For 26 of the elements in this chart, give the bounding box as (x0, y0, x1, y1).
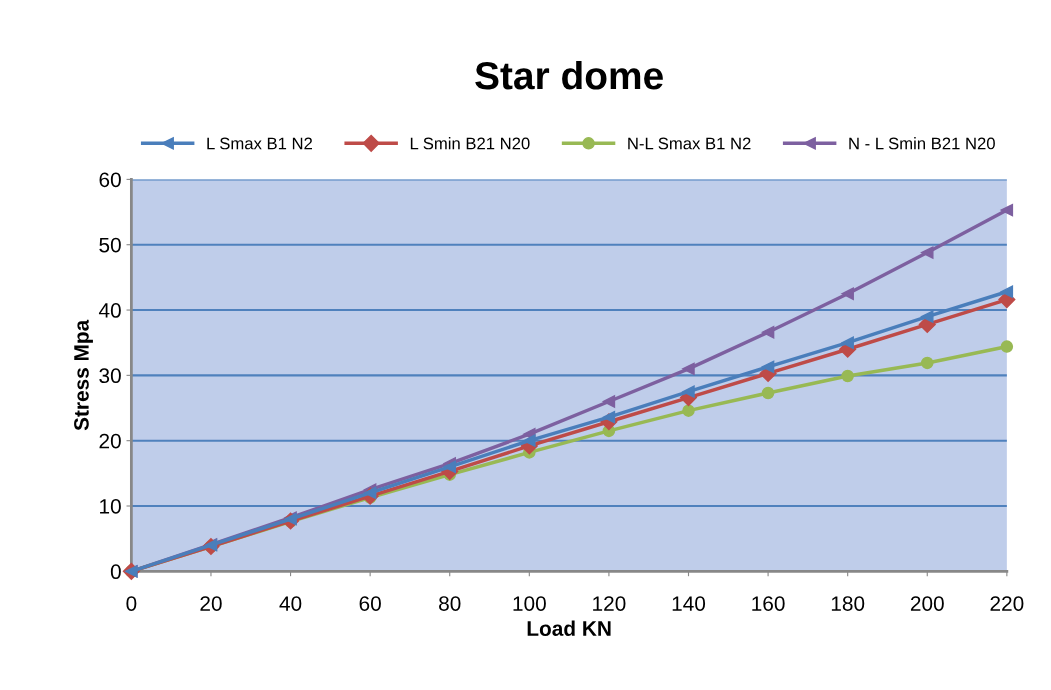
legend-label: N-L Smax B1 N2 (628, 137, 751, 150)
legend-label: L Smax B1 N2 (207, 137, 312, 150)
y-tick-label: 50 (99, 237, 121, 253)
legend-label: N - L Smin B21 N20 (849, 137, 995, 150)
y-tick-label: 20 (99, 433, 121, 449)
x-axis-title: Load KN (527, 620, 611, 636)
x-tick-label: 100 (513, 596, 546, 611)
x-tick-label: 200 (910, 596, 944, 611)
x-tick-label: 160 (752, 596, 785, 611)
y-tick-label: 0 (110, 564, 121, 580)
y-tick-label: 10 (100, 499, 121, 514)
x-tick-label: 80 (439, 596, 461, 611)
x-tick-label: 180 (831, 596, 865, 611)
x-tick-label: 40 (279, 596, 302, 611)
legend-label: L Smin B21 N20 (410, 137, 530, 150)
x-tick-label: 20 (200, 596, 222, 611)
x-tick-label: 220 (990, 596, 1024, 611)
x-tick-label: 140 (672, 596, 706, 611)
y-tick-label: 60 (99, 172, 121, 188)
y-tick-label: 40 (98, 303, 121, 318)
x-tick-label: 0 (126, 596, 137, 611)
chart-title: Star dome (475, 60, 663, 90)
y-tick-label: 30 (99, 368, 121, 384)
y-axis-title: Stress Mpa (74, 319, 93, 431)
x-tick-label: 120 (593, 596, 626, 611)
x-tick-label: 60 (359, 596, 381, 611)
